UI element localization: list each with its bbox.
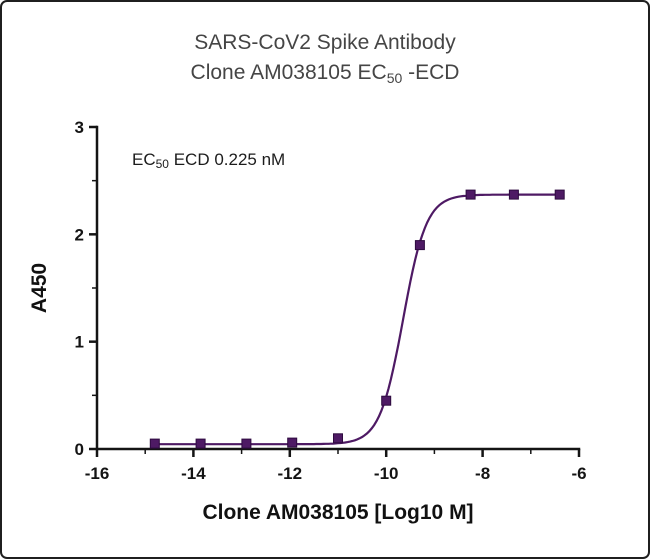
data-point bbox=[508, 189, 519, 200]
data-point bbox=[195, 438, 206, 449]
axes bbox=[95, 125, 581, 451]
y-tick-label: 1 bbox=[75, 333, 84, 352]
chart-title-line1: SARS-CoV2 Spike Antibody bbox=[194, 31, 456, 54]
y-tick-label: 2 bbox=[75, 225, 84, 244]
ec50-annotation-subscript: 50 bbox=[155, 157, 169, 171]
ec50-annotation: EC50 ECD 0.225 nM bbox=[132, 150, 285, 171]
title-line2-subscript: 50 bbox=[386, 70, 403, 86]
x-tick-label: -14 bbox=[181, 464, 206, 483]
data-point bbox=[241, 438, 252, 449]
data-point bbox=[333, 433, 343, 444]
title-line2-pre: Clone AM038105 EC bbox=[190, 61, 387, 84]
data-point bbox=[414, 240, 425, 251]
data-point bbox=[554, 189, 565, 200]
title-line2-post: -ECD bbox=[402, 61, 460, 84]
x-tick-label: -6 bbox=[571, 464, 586, 483]
y-tick-label: 0 bbox=[75, 440, 84, 459]
x-tick-label: -16 bbox=[85, 464, 110, 483]
ec50-annotation-pre: EC bbox=[132, 150, 156, 169]
chart-title: SARS-CoV2 Spike Antibody Clone AM038105 … bbox=[2, 28, 648, 93]
data-point bbox=[465, 189, 476, 200]
ec50-annotation-post: ECD 0.225 nM bbox=[168, 150, 286, 169]
data-point bbox=[381, 395, 392, 406]
fit-curve bbox=[154, 193, 560, 446]
x-tick-label: -12 bbox=[278, 464, 303, 483]
x-tick-label: -8 bbox=[475, 464, 490, 483]
x-axis-title: Clone AM038105 [Log10 M] bbox=[202, 501, 474, 524]
chart-title-line2: Clone AM038105 EC50 -ECD bbox=[2, 58, 648, 93]
y-tick-label: 3 bbox=[75, 118, 84, 137]
data-point bbox=[149, 438, 160, 449]
data-point bbox=[287, 437, 298, 448]
x-tick-label: -10 bbox=[374, 464, 399, 483]
